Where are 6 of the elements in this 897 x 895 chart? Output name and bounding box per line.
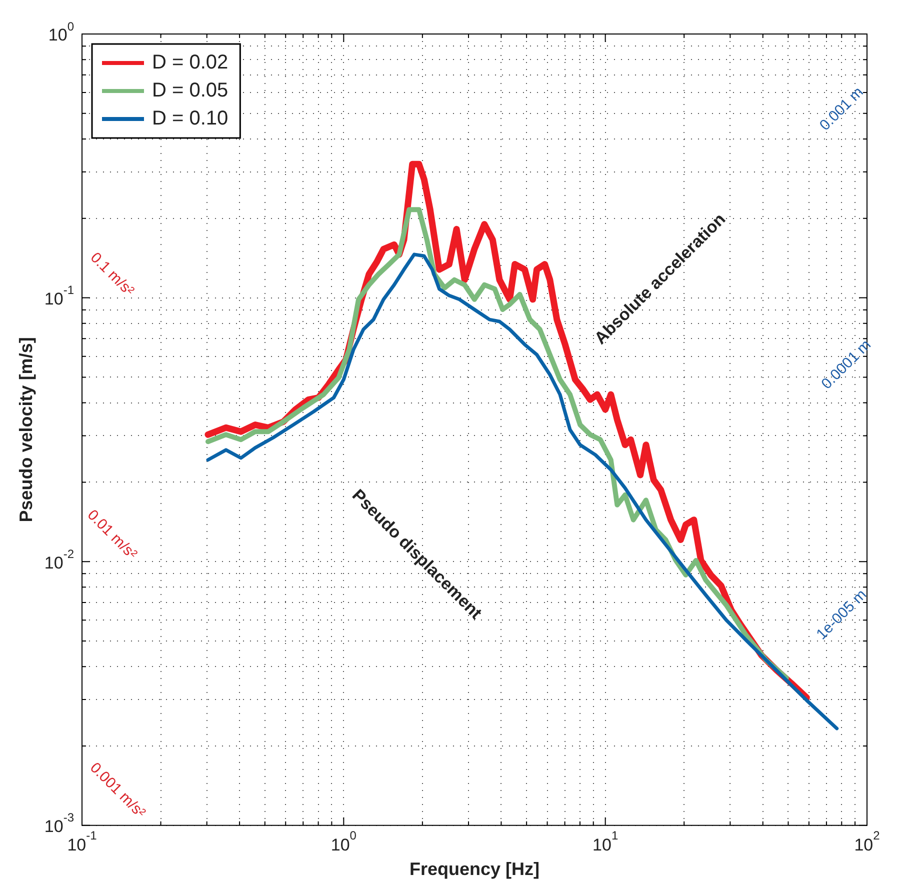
x-axis-title: Frequency [Hz]	[409, 859, 540, 880]
legend-label: D = 0.02	[152, 52, 228, 74]
y-axis-title: Pseudo velocity [m/s]	[16, 337, 36, 522]
annotation: 0.1 m/s²	[86, 249, 138, 300]
legend-label: D = 0.05	[152, 80, 228, 102]
legend-label: D = 0.10	[152, 108, 228, 130]
